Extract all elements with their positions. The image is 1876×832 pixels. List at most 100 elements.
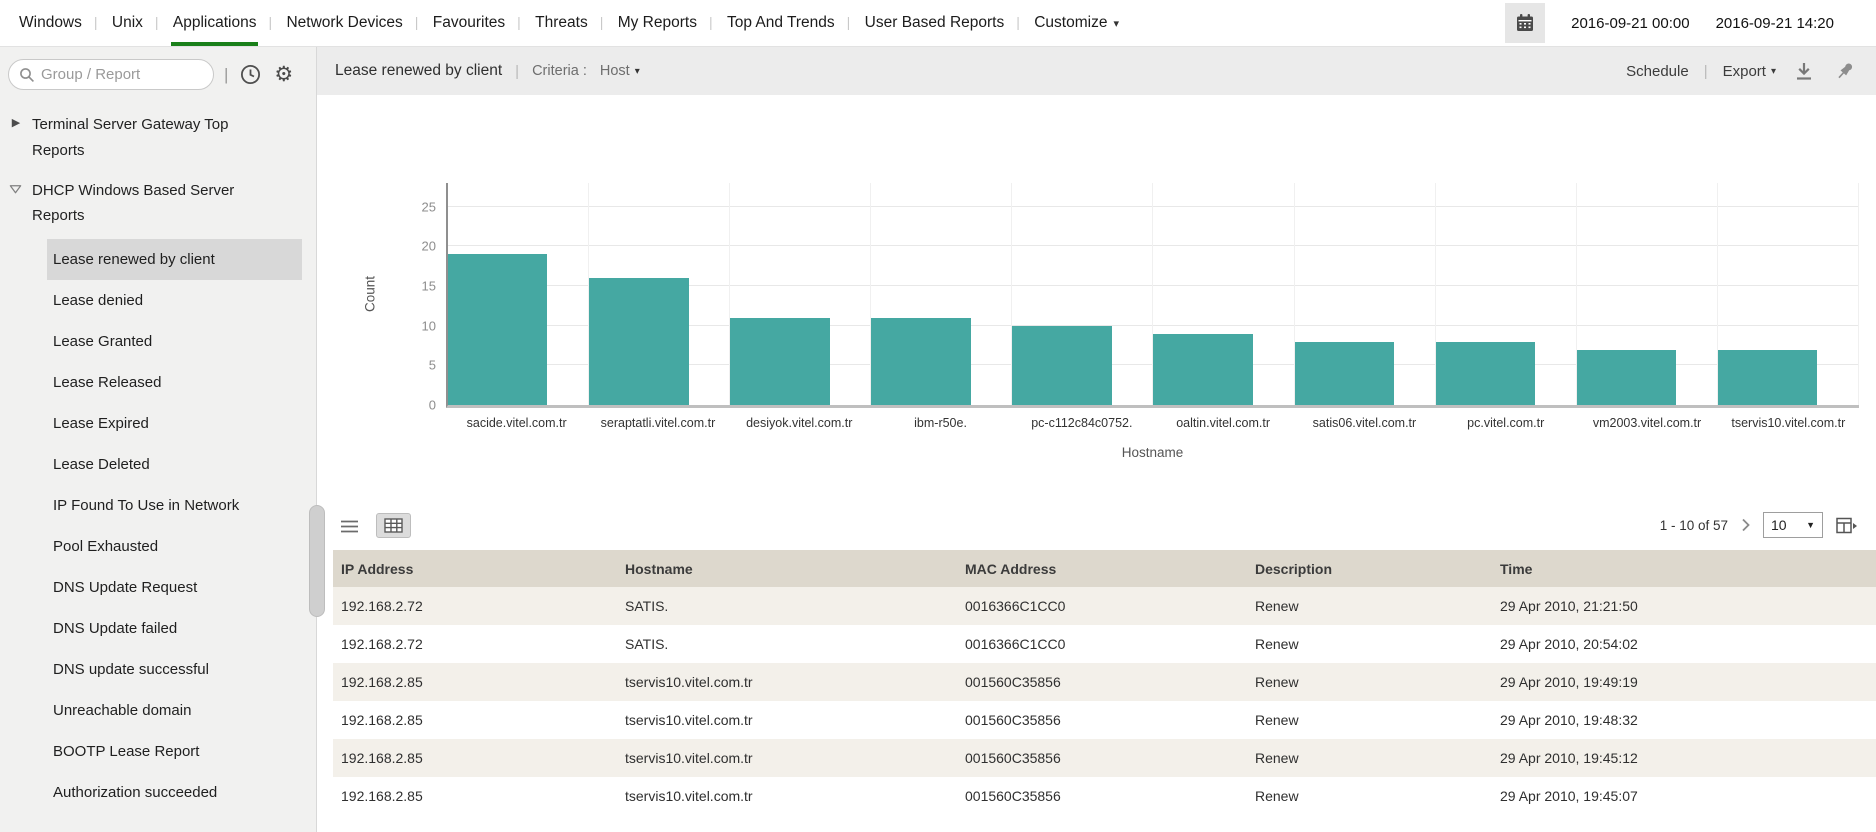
bar-slot — [1012, 183, 1153, 405]
nav-tab[interactable]: Favourites ▾ — [418, 0, 520, 46]
table-header-cell: IP Address — [333, 561, 617, 577]
cell-description: Renew — [1247, 750, 1492, 766]
bar[interactable] — [448, 254, 547, 405]
chevron-right-icon: ▶ — [8, 116, 24, 164]
chevron-down-icon: ▾ — [1113, 17, 1119, 30]
nav-tab[interactable]: Threats ▾ — [520, 0, 603, 46]
pushpin-icon — [1834, 60, 1856, 82]
bar[interactable] — [1153, 334, 1252, 405]
cell-description: Renew — [1247, 598, 1492, 614]
report-search-box[interactable] — [8, 59, 214, 90]
cell-time: 29 Apr 2010, 19:48:32 — [1492, 712, 1876, 728]
column-settings-button[interactable] — [1834, 515, 1860, 536]
table-header-cell: Description — [1247, 561, 1492, 577]
tree-item[interactable]: IP Found To Use in Network — [47, 485, 302, 526]
settings-button[interactable]: ⚙ — [272, 62, 295, 87]
bar[interactable] — [1012, 326, 1111, 405]
bar[interactable] — [1295, 342, 1394, 405]
tree-item[interactable]: Lease renewed by client — [47, 239, 302, 280]
gear-icon: ⚙ — [274, 64, 293, 85]
cell-ip-address: 192.168.2.72 — [333, 598, 617, 614]
chevron-down-icon: ▼ — [1806, 520, 1815, 530]
cell-description: Renew — [1247, 636, 1492, 652]
table-header-cell: MAC Address — [957, 561, 1247, 577]
bar[interactable] — [871, 318, 970, 405]
nav-tab[interactable]: My Reports ▾ — [603, 0, 712, 46]
cell-mac-address: 0016366C1CC0 — [957, 598, 1247, 614]
search-input[interactable] — [41, 66, 191, 83]
tree-group-terminal-server[interactable]: ▶ Terminal Server Gateway Top Reports — [0, 104, 316, 170]
date-to[interactable]: 2016-09-21 14:20 — [1716, 15, 1834, 32]
list-view-button[interactable] — [333, 515, 366, 538]
table-toolbar: 1 - 10 of 57 10 ▼ — [333, 506, 1860, 544]
next-page-button[interactable] — [1739, 516, 1752, 534]
table-row: 192.168.2.72 SATIS. 0016366C1CC0 Renew 2… — [333, 587, 1876, 625]
tree-item[interactable]: DNS Update failed — [47, 608, 302, 649]
nav-tab[interactable]: Applications ▾ — [158, 0, 272, 46]
bar[interactable] — [589, 278, 688, 405]
x-axis-label: sacide.vitel.com.tr — [446, 416, 587, 430]
page-size-select[interactable]: 10 ▼ — [1763, 512, 1823, 538]
nav-tab[interactable]: Customize ▾ — [1019, 0, 1134, 46]
x-axis-label: vm2003.vitel.com.tr — [1576, 416, 1717, 430]
pin-button[interactable] — [1832, 58, 1858, 84]
tree-item[interactable]: Lease Granted — [47, 321, 302, 362]
tree-item[interactable]: Lease Expired — [47, 403, 302, 444]
cell-time: 29 Apr 2010, 20:54:02 — [1492, 636, 1876, 652]
chevron-right-icon — [1741, 518, 1750, 532]
nav-tab[interactable]: Unix ▾ — [97, 0, 158, 46]
cell-ip-address: 192.168.2.85 — [333, 750, 617, 766]
tree-item[interactable]: DNS Update Request — [47, 567, 302, 608]
cell-hostname: SATIS. — [617, 636, 957, 652]
main-content: Lease renewed by client | Criteria : Hos… — [317, 47, 1876, 832]
bar-slot — [1718, 183, 1859, 405]
download-button[interactable] — [1791, 58, 1817, 84]
bar[interactable] — [730, 318, 829, 405]
header-divider: | — [515, 63, 519, 80]
nav-tab[interactable]: User Based Reports ▾ — [850, 0, 1020, 46]
table-body: 192.168.2.72 SATIS. 0016366C1CC0 Renew 2… — [333, 587, 1876, 815]
nav-tab[interactable]: Top And Trends ▾ — [712, 0, 850, 46]
tree-item[interactable]: Lease Deleted — [47, 444, 302, 485]
recent-reports-button[interactable] — [238, 62, 263, 87]
nav-tab-label: Customize — [1034, 14, 1107, 32]
table-view-button[interactable] — [376, 513, 411, 538]
nav-tab[interactable]: Windows ▾ — [4, 0, 97, 46]
report-tree: ▶ Terminal Server Gateway Top Reports DH… — [0, 96, 316, 813]
cell-time: 29 Apr 2010, 21:21:50 — [1492, 598, 1876, 614]
tree-item[interactable]: Lease denied — [47, 280, 302, 321]
date-from[interactable]: 2016-09-21 00:00 — [1571, 15, 1689, 32]
criteria-dropdown[interactable]: Host ▾ — [600, 63, 640, 79]
y-axis-tick: 20 — [422, 239, 436, 254]
sidebar-collapse-handle[interactable] — [309, 505, 325, 617]
bar[interactable] — [1718, 350, 1817, 406]
bar[interactable] — [1436, 342, 1535, 405]
tree-group-label: Terminal Server Gateway Top Reports — [32, 112, 272, 164]
tree-item[interactable]: Authorization succeeded — [47, 772, 302, 813]
x-axis-label: ibm-r50e. — [870, 416, 1011, 430]
tree-group-dhcp[interactable]: DHCP Windows Based Server Reports — [0, 170, 316, 236]
x-axis-title: Hostname — [446, 445, 1859, 460]
tree-item[interactable]: BOOTP Lease Report — [47, 731, 302, 772]
tree-item[interactable]: Lease Released — [47, 362, 302, 403]
header-divider: | — [1704, 63, 1708, 80]
cell-description: Renew — [1247, 788, 1492, 804]
calendar-button[interactable] — [1505, 3, 1545, 43]
nav-tab[interactable]: Network Devices ▾ — [271, 0, 417, 46]
tree-item[interactable]: DNS update successful — [47, 649, 302, 690]
schedule-button[interactable]: Schedule — [1626, 63, 1689, 80]
cell-ip-address: 192.168.2.85 — [333, 674, 617, 690]
chevron-down-icon: ▾ — [635, 66, 640, 77]
x-axis-label: pc.vitel.com.tr — [1435, 416, 1576, 430]
sidebar-toolbar: | ⚙ — [0, 47, 316, 96]
export-dropdown[interactable]: Export ▾ — [1723, 63, 1776, 80]
x-axis-label: desiyok.vitel.com.tr — [729, 416, 870, 430]
tree-item[interactable]: Pool Exhausted — [47, 526, 302, 567]
bar[interactable] — [1577, 350, 1676, 406]
tree-item[interactable]: Unreachable domain — [47, 690, 302, 731]
chevron-down-icon: ▾ — [1771, 66, 1776, 77]
table-row: 192.168.2.85 tservis10.vitel.com.tr 0015… — [333, 739, 1876, 777]
sidebar: | ⚙ ▶ Terminal Server Gateway Top Report… — [0, 47, 317, 832]
nav-tab-label: Windows — [19, 14, 82, 32]
list-view-icon — [340, 519, 359, 534]
